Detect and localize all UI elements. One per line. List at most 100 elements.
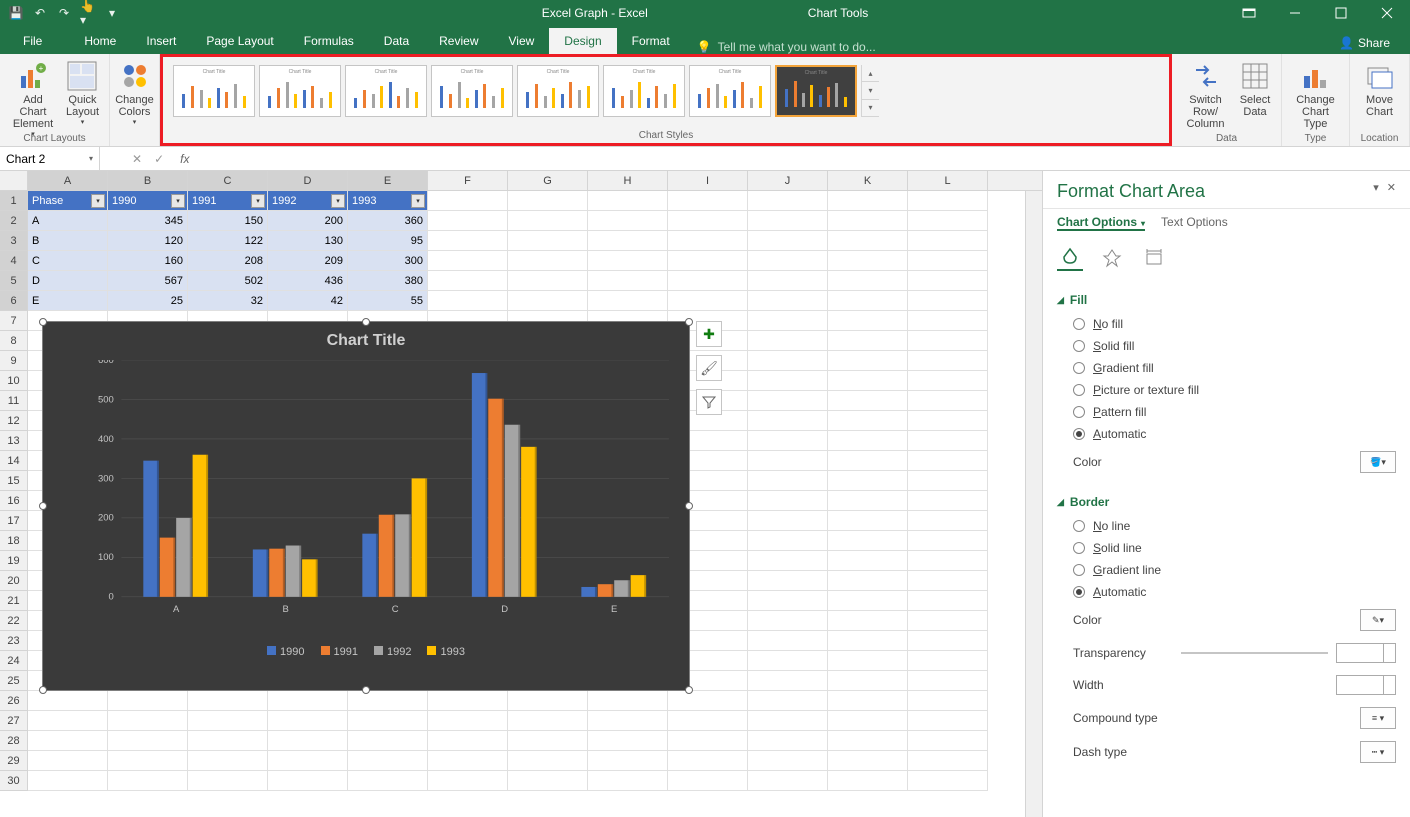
- undo-icon[interactable]: ↶: [32, 5, 48, 21]
- row-header-25[interactable]: 25: [0, 671, 28, 691]
- cell-B30[interactable]: [108, 771, 188, 791]
- cell-L30[interactable]: [908, 771, 988, 791]
- cell-I2[interactable]: [668, 211, 748, 231]
- row-header-16[interactable]: 16: [0, 491, 28, 511]
- cell-J21[interactable]: [748, 591, 828, 611]
- cell-L23[interactable]: [908, 631, 988, 651]
- cell-I5[interactable]: [668, 271, 748, 291]
- cell-C5[interactable]: 502: [188, 271, 268, 291]
- row-header-5[interactable]: 5: [0, 271, 28, 291]
- cell-H1[interactable]: [588, 191, 668, 211]
- cell-B3[interactable]: 120: [108, 231, 188, 251]
- cell-K25[interactable]: [828, 671, 908, 691]
- cell-F28[interactable]: [428, 731, 508, 751]
- tab-format[interactable]: Format: [617, 28, 685, 54]
- name-box-dropdown-icon[interactable]: ▾: [89, 154, 93, 163]
- chart-style-8[interactable]: Chart Title: [775, 65, 857, 117]
- row-header-20[interactable]: 20: [0, 571, 28, 591]
- cell-J24[interactable]: [748, 651, 828, 671]
- border-option-solid-line[interactable]: Solid line: [1057, 537, 1396, 559]
- quick-layout-button[interactable]: Quick Layout ▾: [62, 58, 103, 140]
- transparency-slider[interactable]: [1181, 652, 1328, 654]
- row-header-23[interactable]: 23: [0, 631, 28, 651]
- close-icon[interactable]: [1364, 0, 1410, 26]
- cell-C4[interactable]: 208: [188, 251, 268, 271]
- cell-J4[interactable]: [748, 251, 828, 271]
- cell-J30[interactable]: [748, 771, 828, 791]
- cell-K27[interactable]: [828, 711, 908, 731]
- cell-H5[interactable]: [588, 271, 668, 291]
- cell-K13[interactable]: [828, 431, 908, 451]
- cell-C27[interactable]: [188, 711, 268, 731]
- cell-K23[interactable]: [828, 631, 908, 651]
- section-fill[interactable]: ◢Fill: [1057, 287, 1396, 313]
- cell-A27[interactable]: [28, 711, 108, 731]
- cell-A1[interactable]: Phase▾: [28, 191, 108, 211]
- cell-B26[interactable]: [108, 691, 188, 711]
- cell-L6[interactable]: [908, 291, 988, 311]
- section-border[interactable]: ◢Border: [1057, 489, 1396, 515]
- cell-K10[interactable]: [828, 371, 908, 391]
- cell-I4[interactable]: [668, 251, 748, 271]
- ribbon-display-icon[interactable]: [1226, 0, 1272, 26]
- fill-option-gradient-fill[interactable]: Gradient fill: [1057, 357, 1396, 379]
- resize-handle-n[interactable]: [362, 318, 370, 326]
- cell-L17[interactable]: [908, 511, 988, 531]
- tell-me-search[interactable]: 💡 Tell me what you want to do...: [697, 40, 876, 54]
- cell-F5[interactable]: [428, 271, 508, 291]
- cell-B2[interactable]: 345: [108, 211, 188, 231]
- cell-A28[interactable]: [28, 731, 108, 751]
- border-option-no-line[interactable]: No line: [1057, 515, 1396, 537]
- width-input[interactable]: [1336, 675, 1396, 695]
- move-chart-button[interactable]: Move Chart: [1356, 58, 1403, 120]
- cell-I30[interactable]: [668, 771, 748, 791]
- cell-L10[interactable]: [908, 371, 988, 391]
- cell-J5[interactable]: [748, 271, 828, 291]
- chart-style-2[interactable]: Chart Title: [259, 65, 341, 117]
- cell-L26[interactable]: [908, 691, 988, 711]
- cell-B29[interactable]: [108, 751, 188, 771]
- row-header-6[interactable]: 6: [0, 291, 28, 311]
- chart-style-3[interactable]: Chart Title: [345, 65, 427, 117]
- cell-E5[interactable]: 380: [348, 271, 428, 291]
- fx-icon[interactable]: fx: [172, 152, 197, 166]
- cell-J19[interactable]: [748, 551, 828, 571]
- cell-L15[interactable]: [908, 471, 988, 491]
- cell-J14[interactable]: [748, 451, 828, 471]
- chart-style-6[interactable]: Chart Title: [603, 65, 685, 117]
- cell-L1[interactable]: [908, 191, 988, 211]
- cell-A4[interactable]: C: [28, 251, 108, 271]
- resize-handle-s[interactable]: [362, 686, 370, 694]
- col-header-F[interactable]: F: [428, 171, 508, 190]
- cell-K17[interactable]: [828, 511, 908, 531]
- tab-data[interactable]: Data: [369, 28, 424, 54]
- dash-type-picker[interactable]: ┅ ▾: [1360, 741, 1396, 763]
- cell-D6[interactable]: 42: [268, 291, 348, 311]
- col-header-B[interactable]: B: [108, 171, 188, 190]
- cell-D29[interactable]: [268, 751, 348, 771]
- cell-F26[interactable]: [428, 691, 508, 711]
- row-header-30[interactable]: 30: [0, 771, 28, 791]
- share-button[interactable]: 👤 Share: [1331, 32, 1398, 54]
- col-header-I[interactable]: I: [668, 171, 748, 190]
- row-header-7[interactable]: 7: [0, 311, 28, 331]
- tab-text-options[interactable]: Text Options: [1161, 215, 1228, 231]
- change-colors-button[interactable]: Change Colors ▾: [116, 58, 153, 128]
- filter-dropdown-icon[interactable]: ▾: [171, 194, 185, 208]
- row-header-24[interactable]: 24: [0, 651, 28, 671]
- cell-A5[interactable]: D: [28, 271, 108, 291]
- cell-J7[interactable]: [748, 311, 828, 331]
- cell-A26[interactable]: [28, 691, 108, 711]
- gallery-more-icon[interactable]: ▾: [862, 100, 879, 117]
- cell-D30[interactable]: [268, 771, 348, 791]
- cell-C6[interactable]: 32: [188, 291, 268, 311]
- cell-J17[interactable]: [748, 511, 828, 531]
- resize-handle-e[interactable]: [685, 502, 693, 510]
- row-header-8[interactable]: 8: [0, 331, 28, 351]
- cell-C2[interactable]: 150: [188, 211, 268, 231]
- cell-J28[interactable]: [748, 731, 828, 751]
- cell-C1[interactable]: 1991▾: [188, 191, 268, 211]
- row-header-1[interactable]: 1: [0, 191, 28, 211]
- row-header-10[interactable]: 10: [0, 371, 28, 391]
- effects-icon[interactable]: [1099, 245, 1125, 271]
